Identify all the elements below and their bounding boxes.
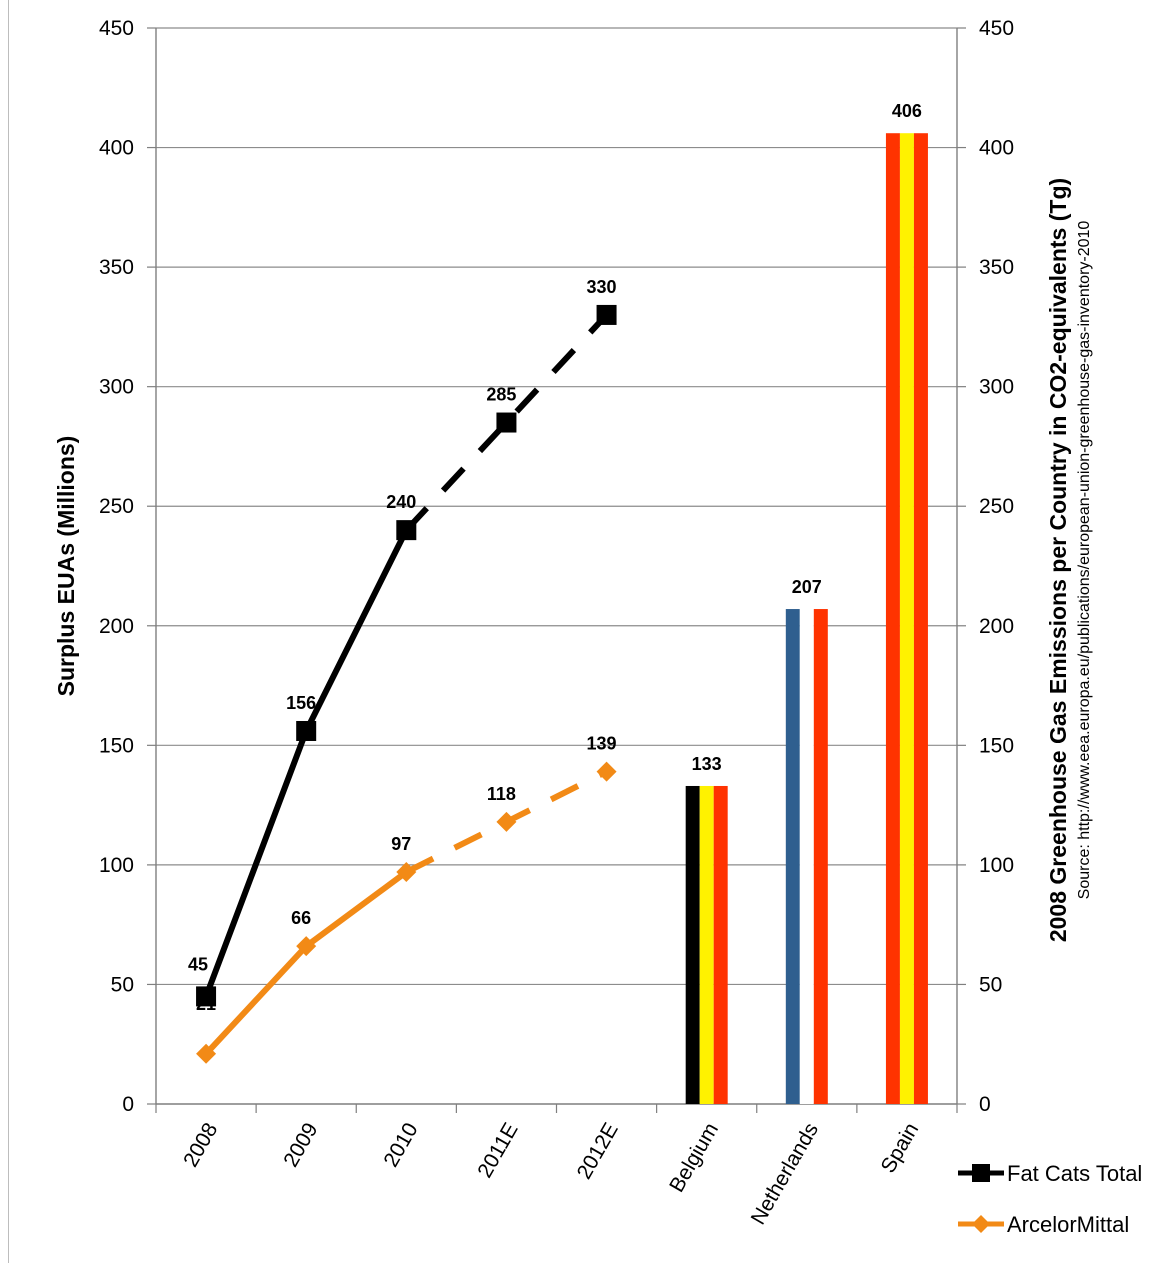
left-tick-label: 450	[99, 17, 134, 40]
data-point-square	[296, 720, 317, 741]
right-tick-label: 400	[979, 137, 1014, 160]
country-bar-stripe	[685, 785, 700, 1104]
x-category-label: 2012E	[573, 1119, 623, 1183]
right-axis-source: Source: http://www.eea.europa.eu/publica…	[1076, 221, 1093, 900]
left-tick-label: 350	[99, 256, 134, 279]
bar-value-label: 406	[892, 101, 922, 121]
right-tick-label: 450	[979, 17, 1014, 40]
x-category-label: 2008	[179, 1119, 222, 1171]
series-lines	[196, 304, 617, 1064]
country-bar-stripe	[799, 609, 814, 1104]
right-axis-title: 2008 Greenhouse Gas Emissions per Countr…	[1045, 178, 1071, 942]
data-point-square	[496, 412, 517, 433]
right-tick-label: 250	[979, 495, 1014, 518]
bar-value-label: 133	[692, 754, 722, 774]
data-point-square	[196, 986, 217, 1007]
data-point-diamond	[496, 811, 517, 832]
data-point-diamond	[296, 936, 317, 957]
country-bar-stripe	[899, 133, 914, 1105]
country-bar-stripe	[913, 133, 928, 1105]
right-tick-label: 0	[979, 1093, 991, 1116]
series-line-estimate	[404, 312, 609, 533]
line-value-label: 139	[587, 734, 617, 754]
left-tick-label: 250	[99, 495, 134, 518]
line-value-label: 285	[486, 385, 516, 405]
country-bar-stripe	[813, 609, 828, 1104]
x-category-label: Spain	[876, 1119, 923, 1177]
line-value-label: 330	[587, 277, 617, 297]
country-bar-stripe	[713, 785, 728, 1104]
line-value-label: 66	[291, 908, 311, 928]
data-point-square	[596, 304, 617, 325]
x-category-label: Netherlands	[747, 1119, 824, 1229]
data-point-square	[396, 520, 417, 541]
data-point-diamond	[396, 862, 417, 883]
chart-frame	[8, 0, 1174, 1263]
left-tick-label: 50	[111, 973, 134, 996]
x-category-label: Belgium	[665, 1119, 723, 1196]
x-category-label: 2010	[379, 1119, 422, 1171]
bar-value-label: 207	[792, 577, 822, 597]
legend-marker-square	[972, 1164, 990, 1182]
left-axis-title: Surplus EUAs (Millions)	[53, 436, 79, 697]
left-tick-label: 300	[99, 376, 134, 399]
right-tick-label: 100	[979, 854, 1014, 877]
line-value-label: 97	[391, 834, 411, 854]
country-bar-stripe	[885, 133, 900, 1105]
legend-label: ArcelorMittal	[1007, 1212, 1129, 1237]
line-value-label: 21	[196, 994, 216, 1014]
right-tick-label: 200	[979, 615, 1014, 638]
gridlines	[156, 27, 957, 986]
line-value-label: 45	[188, 954, 208, 974]
left-tick-label: 0	[122, 1093, 134, 1116]
right-tick-label: 150	[979, 734, 1014, 757]
line-value-label: 118	[487, 784, 516, 804]
data-point-diamond	[196, 1043, 217, 1064]
left-tick-label: 100	[99, 854, 134, 877]
right-tick-label: 300	[979, 376, 1014, 399]
x-category-label: 2009	[279, 1119, 322, 1171]
legend: Fat Cats Total ArcelorMittal	[958, 1161, 1142, 1237]
right-tick-label: 350	[979, 256, 1014, 279]
line-value-label: 240	[386, 492, 416, 512]
legend-label: Fat Cats Total	[1007, 1161, 1142, 1186]
legend-marker-diamond	[972, 1215, 990, 1233]
left-tick-label: 200	[99, 615, 134, 638]
country-bars	[685, 133, 928, 1105]
left-tick-label: 150	[99, 734, 134, 757]
country-bar-stripe	[785, 609, 800, 1104]
data-point-diamond	[596, 761, 617, 782]
line-value-label: 156	[286, 693, 316, 713]
country-bar-stripe	[699, 785, 714, 1104]
data-labels: 133 207 406 45 156 240 285 330 21 66 97 118 139	[188, 101, 922, 1014]
x-category-label: 2011E	[473, 1119, 523, 1182]
series-line-actual	[203, 869, 409, 1056]
left-tick-label: 400	[99, 137, 134, 160]
right-tick-label: 50	[979, 973, 1002, 996]
